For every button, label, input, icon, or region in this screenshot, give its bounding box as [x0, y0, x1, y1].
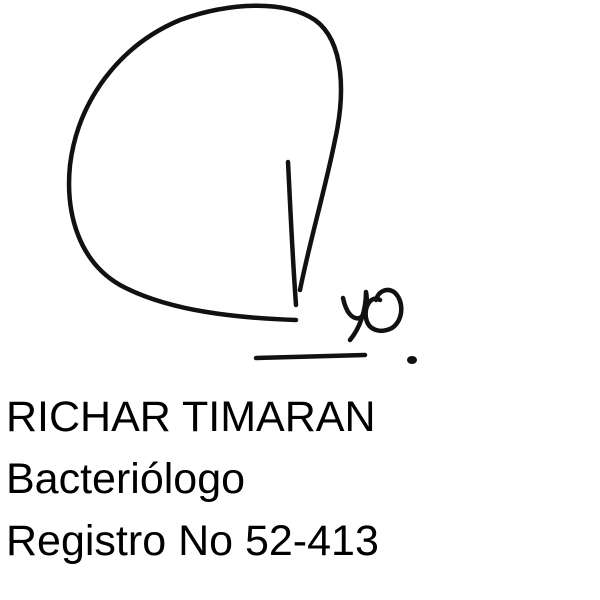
signer-name: RICHAR TIMARAN: [6, 393, 376, 441]
signer-registration: Registro No 52-413: [6, 517, 379, 565]
handwritten-signature-icon: [66, 3, 417, 364]
signature-vertical-stroke: [285, 159, 299, 308]
signature-underline: [253, 352, 368, 361]
signer-profession: Bacteriólogo: [6, 455, 246, 503]
signature-dot: [407, 356, 417, 364]
signer-info: RICHAR TIMARAN Bacteriólogo Registro No …: [6, 386, 379, 572]
signature-small-mark-1: [340, 289, 369, 343]
signature-small-circle: [363, 287, 404, 333]
signature-loop-stroke: [66, 3, 344, 323]
